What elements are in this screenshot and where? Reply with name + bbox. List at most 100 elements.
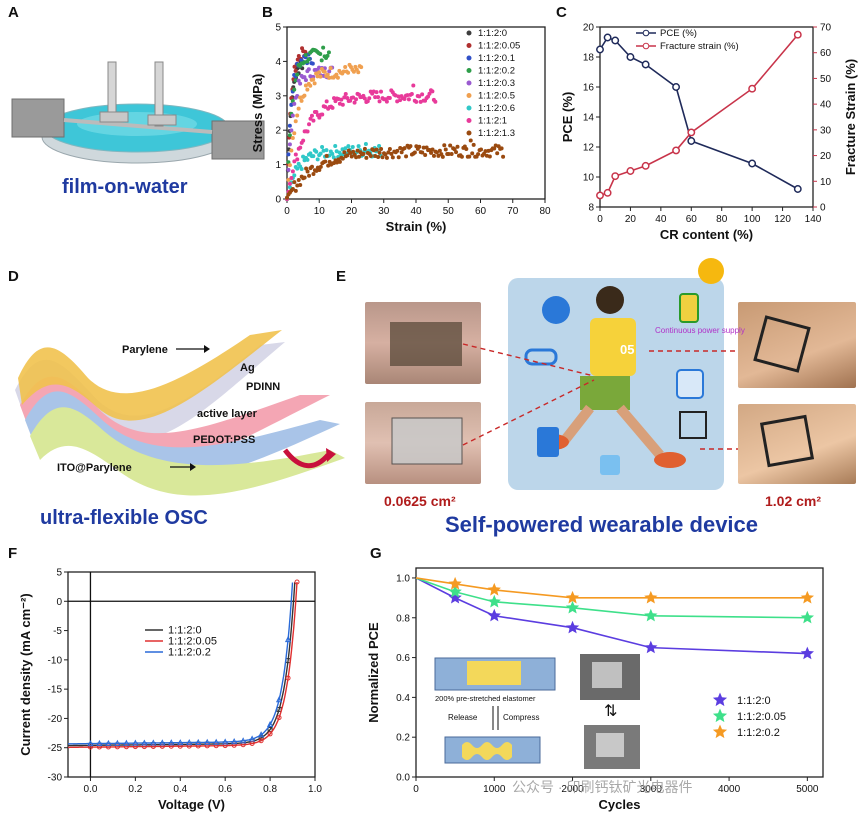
stress-point-1:1:2:1: [292, 159, 297, 164]
x-axis-label: Cycles: [599, 797, 641, 812]
y-axis-label: Stress (MPa): [250, 74, 265, 153]
stress-point-1:1:2:0.5: [328, 66, 333, 71]
stress-point-1:1:2:1: [420, 92, 425, 97]
stress-point-1:1:2:1.3: [337, 159, 342, 164]
stress-point-1:1:2:1.3: [417, 144, 422, 149]
stress-point-1:1:2:1.3: [483, 149, 488, 154]
legend-label-b: 1:1:2:1: [478, 116, 507, 127]
x-tick-label: 60: [475, 206, 487, 217]
cycling-point-1:1:2:0: [448, 590, 462, 604]
x-tick-label: 0.6: [218, 784, 232, 795]
stress-point-1:1:2:1: [314, 109, 319, 114]
x-tick-label: 60: [686, 214, 698, 225]
stress-point-1:1:2:1.3: [304, 166, 309, 171]
stress-point-1:1:2:1.3: [443, 147, 448, 152]
x-tick-label: 1.0: [308, 784, 322, 795]
stress-point-1:1:2:1.3: [459, 154, 464, 159]
legend-label-b: 1:1:2:0.3: [478, 78, 515, 89]
stress-point-1:1:2:1: [324, 99, 329, 104]
stress-point-1:1:2:1.3: [390, 155, 395, 160]
stress-point-1:1:2:1.3: [368, 154, 373, 159]
stress-point-1:1:2:1.3: [342, 150, 347, 155]
pce-point: [611, 36, 620, 45]
stress-point-1:1:2:1: [396, 94, 401, 99]
stress-point-1:1:2:0.3: [289, 128, 294, 133]
legend-label-f: 1:1:2:0: [168, 625, 202, 637]
stress-point-1:1:2:1.3: [318, 164, 323, 169]
legend-label-b: 1:1:2:1.3: [478, 128, 515, 139]
stress-point-1:1:2:1: [387, 95, 392, 100]
pce-point: [596, 45, 604, 54]
legend-label-strain: Fracture strain (%): [660, 41, 739, 52]
stress-point-1:1:2:1.3: [355, 148, 360, 153]
cycling-point-1:1:2:0.2: [565, 590, 580, 604]
stress-point-1:1:2:0.2: [306, 57, 311, 62]
panel-a-caption: film-on-water: [62, 176, 188, 198]
x-tick-label: 5000: [796, 784, 819, 795]
legend-label-b: 1:1:2:0: [478, 28, 507, 39]
cycling-point-1:1:2:0: [487, 608, 501, 622]
stress-point-1:1:2:0.2: [319, 58, 324, 63]
stress-point-1:1:2:0.5: [312, 81, 317, 86]
y-tick-label: 10: [583, 173, 595, 184]
stress-point-1:1:2:0.5: [287, 163, 292, 168]
y-tick-label: 1.0: [396, 573, 410, 584]
stress-point-1:1:2:0.2: [318, 52, 323, 57]
stress-point-1:1:2:0.1: [287, 123, 292, 128]
stress-point-1:1:2:1.3: [345, 153, 350, 158]
stress-point-1:1:2:1: [320, 112, 325, 117]
stress-point-1:1:2:1.3: [305, 169, 310, 174]
panel-a-letter: A: [8, 4, 19, 21]
stress-point-1:1:2:1: [367, 96, 372, 101]
stress-point-1:1:2:0.2: [293, 78, 298, 83]
panel-d-letter: D: [8, 268, 19, 285]
legend-label-b: 1:1:2:0.1: [478, 53, 515, 64]
y-tick-label: -5: [53, 626, 62, 637]
pce-point: [641, 60, 650, 69]
legend-marker-b: [466, 43, 472, 48]
stress-point-1:1:2:1.3: [380, 155, 385, 160]
y-tick-label: 1: [275, 160, 281, 171]
stress-point-1:1:2:0.2: [325, 53, 330, 58]
stress-point-1:1:2:0.5: [346, 70, 351, 75]
stress-point-1:1:2:1: [309, 113, 314, 118]
area-small-label: 0.0625 cm²: [384, 493, 456, 509]
stress-point-1:1:2:1: [430, 89, 435, 94]
stress-point-1:1:2:1.3: [296, 178, 301, 183]
stress-point-1:1:2:0.05: [293, 68, 298, 73]
stress-point-1:1:2:1.3: [309, 164, 314, 169]
x-tick-label: 0.0: [84, 784, 98, 795]
stress-point-1:1:2:0.5: [359, 65, 364, 70]
stress-point-1:1:2:1: [352, 100, 357, 105]
stress-point-1:1:2:1.3: [302, 175, 307, 180]
legend-label-b: 1:1:2:0.2: [478, 66, 515, 77]
fracture-strain-point: [687, 128, 696, 137]
stress-point-1:1:2:0.5: [341, 69, 346, 74]
stress-point-1:1:2:0.5: [335, 75, 340, 80]
x-tick-label: 30: [378, 206, 390, 217]
panel-c-letter: C: [556, 4, 567, 21]
legend-label-f: 1:1:2:0.05: [168, 636, 217, 648]
stress-point-1:1:2:0.5: [351, 69, 356, 74]
stress-point-1:1:2:1.3: [389, 151, 394, 156]
stress-point-1:1:2:0.6: [350, 145, 355, 150]
y-tick-label: 0.0: [396, 773, 410, 784]
legend-label-g: 1:1:2:0.2: [737, 727, 780, 739]
stress-point-1:1:2:1: [305, 129, 310, 134]
stress-point-1:1:2:1: [295, 157, 300, 162]
stress-point-1:1:2:0.5: [289, 148, 294, 153]
stress-point-1:1:2:1.3: [384, 155, 389, 160]
stress-point-1:1:2:1: [379, 89, 384, 94]
stress-point-1:1:2:0.3: [303, 78, 308, 83]
stress-point-1:1:2:1.3: [399, 150, 404, 155]
y-tick-label: 18: [583, 53, 595, 64]
stress-point-1:1:2:1.3: [292, 180, 297, 185]
stress-point-1:1:2:0.6: [305, 157, 310, 162]
stress-point-1:1:2:0.2: [295, 72, 300, 77]
panel-b-letter: B: [262, 4, 273, 21]
x-tick-label: 50: [443, 206, 455, 217]
x-tick-label: 10: [314, 206, 326, 217]
stress-point-1:1:2:0.6: [343, 146, 348, 151]
legend-label-f: 1:1:2:0.2: [168, 647, 211, 659]
